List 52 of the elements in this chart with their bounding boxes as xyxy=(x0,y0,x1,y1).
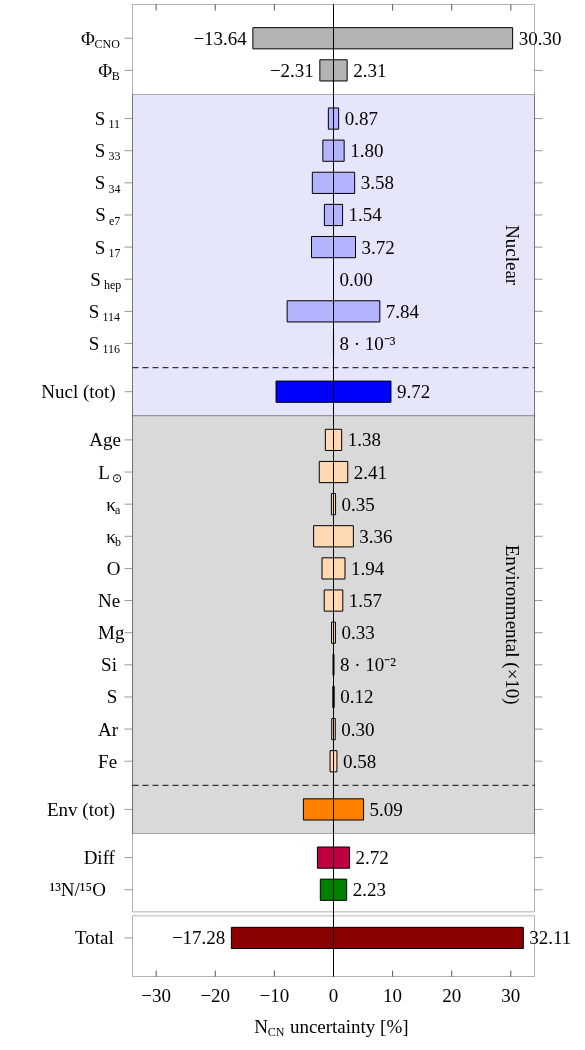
y-tick-label: ¹³N/¹⁵O xyxy=(49,879,106,901)
data-label: 32.11 xyxy=(529,927,572,949)
data-label: 1.57 xyxy=(348,590,383,612)
y-tick-label: Age xyxy=(89,429,121,451)
y-tick-label: Diff xyxy=(83,847,116,869)
x-tick-label: 30 xyxy=(501,984,521,1006)
data-label: −17.28 xyxy=(171,927,226,949)
x-tick-label: 0 xyxy=(328,984,339,1006)
data-label: 2.31 xyxy=(353,59,387,81)
data-label: 2.23 xyxy=(352,879,386,901)
x-tick-label: −30 xyxy=(141,984,172,1006)
data-label: 5.09 xyxy=(369,798,403,820)
data-label: 9.72 xyxy=(396,381,431,403)
data-label: 0.35 xyxy=(341,493,375,515)
data-label: 0.12 xyxy=(340,686,374,708)
y-tick-label: Si xyxy=(101,654,117,676)
y-tick-label: Ar xyxy=(98,718,119,740)
data-label: 0.87 xyxy=(344,108,378,130)
data-label: 2.41 xyxy=(353,461,387,483)
band-label: Nuclear xyxy=(502,225,523,286)
y-tick-label: L⊙ xyxy=(98,461,122,485)
x-tick-label: −20 xyxy=(200,984,231,1006)
x-tick-label: 10 xyxy=(383,984,403,1006)
data-label: −13.64 xyxy=(193,27,248,49)
data-label: 30.30 xyxy=(518,27,562,49)
data-label: 3.36 xyxy=(359,525,393,547)
data-label: 1.54 xyxy=(348,204,383,226)
y-tick-label: Fe xyxy=(98,750,118,772)
x-tick-label: 20 xyxy=(442,984,462,1006)
data-label: 8 · 10⁻³ xyxy=(339,333,396,354)
y-tick-label: Ne xyxy=(98,590,121,612)
data-label: 1.80 xyxy=(350,140,384,162)
y-tick-label: Total xyxy=(74,927,114,949)
x-tick-label: −10 xyxy=(259,984,290,1006)
data-label: 1.94 xyxy=(350,557,385,579)
data-label: 1.38 xyxy=(347,429,381,451)
data-label: −2.31 xyxy=(269,59,314,81)
data-label: 3.72 xyxy=(361,236,395,258)
band-label: Environmental (×10) xyxy=(501,544,523,705)
y-tick-label: Mg xyxy=(98,622,125,644)
y-tick-label: Nucl (tot) xyxy=(41,381,116,404)
data-label: 3.58 xyxy=(360,172,394,194)
data-label: 0.30 xyxy=(341,718,375,740)
data-label: 0.33 xyxy=(341,622,375,644)
y-tick-label: O xyxy=(106,557,121,579)
data-label: 0.00 xyxy=(339,268,373,290)
data-label: 2.72 xyxy=(355,847,389,869)
data-label: 7.84 xyxy=(385,300,420,322)
data-label: 0.58 xyxy=(342,750,377,772)
y-tick-label: Env (tot) xyxy=(46,798,116,821)
y-tick-label: S xyxy=(106,686,118,708)
data-label: 8 · 10⁻² xyxy=(339,654,397,676)
